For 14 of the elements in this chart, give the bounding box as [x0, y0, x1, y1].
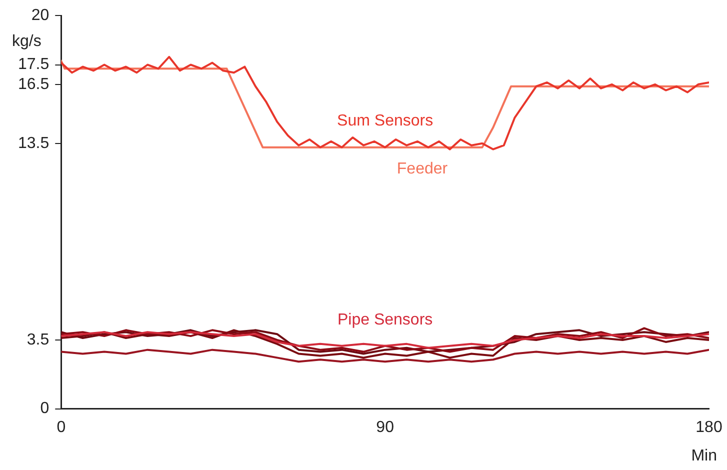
y-tick-label: 3.5	[26, 331, 50, 348]
x-tick-label: 0	[56, 418, 66, 436]
y-tick-label: 0	[40, 400, 50, 418]
annotation: Pipe Sensors	[337, 311, 433, 328]
x-axis-title: Min	[691, 447, 717, 464]
x-tick-label: 90	[376, 418, 394, 436]
series-label: Feeder	[396, 160, 448, 178]
series-label: Sum Sensors	[337, 112, 434, 130]
y-tick-label: 20	[31, 7, 50, 24]
y-axis-title: kg/s	[12, 33, 42, 50]
y-tick-label: 16.5	[18, 76, 50, 93]
x-tick-label: 180	[696, 418, 722, 436]
y-tick-label: 13.5	[18, 134, 50, 152]
y-tick-label: 17.5	[18, 56, 50, 74]
